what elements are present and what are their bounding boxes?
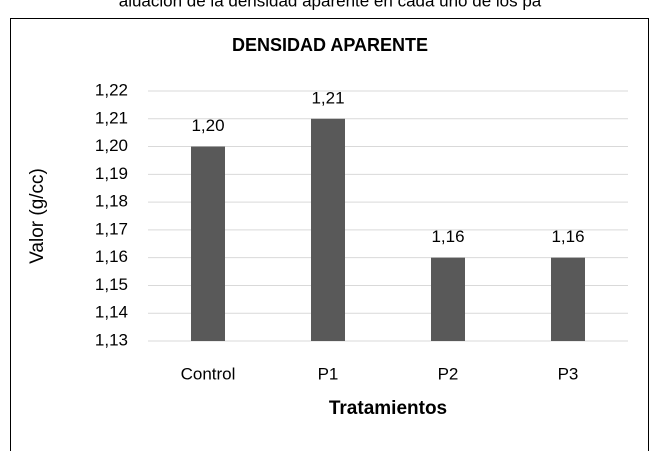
x-tick-label: P1 [318, 364, 339, 383]
data-label: 1,16 [431, 227, 464, 246]
y-tick-label: 1,20 [95, 136, 128, 155]
x-axis-label: Tratamientos [329, 398, 447, 419]
y-tick-label: 1,18 [95, 192, 128, 211]
bar [191, 146, 225, 341]
y-tick-label: 1,15 [95, 275, 128, 294]
y-tick-label: 1,17 [95, 219, 128, 238]
x-tick-label: Control [181, 364, 236, 383]
bar [431, 257, 465, 341]
x-tick-label: P3 [558, 364, 579, 383]
data-label: 1,20 [191, 116, 224, 135]
y-tick-label: 1,21 [95, 108, 128, 127]
caption: aluación de la densidad aparente en cada… [119, 0, 542, 10]
y-tick-label: 1,19 [95, 164, 128, 183]
y-axis-label: Valor (g/cc) [27, 168, 48, 264]
data-label: 1,16 [551, 227, 584, 246]
y-tick-label: 1,16 [95, 247, 128, 266]
y-tick-label: 1,13 [95, 330, 128, 349]
bar [311, 118, 345, 342]
bar [551, 257, 585, 341]
x-tick-label: P2 [438, 364, 459, 383]
y-tick-label: 1,22 [95, 80, 128, 99]
y-tick-label: 1,14 [95, 303, 128, 322]
chart-title: DENSIDAD APARENTE [232, 35, 428, 55]
data-label: 1,21 [311, 88, 344, 107]
